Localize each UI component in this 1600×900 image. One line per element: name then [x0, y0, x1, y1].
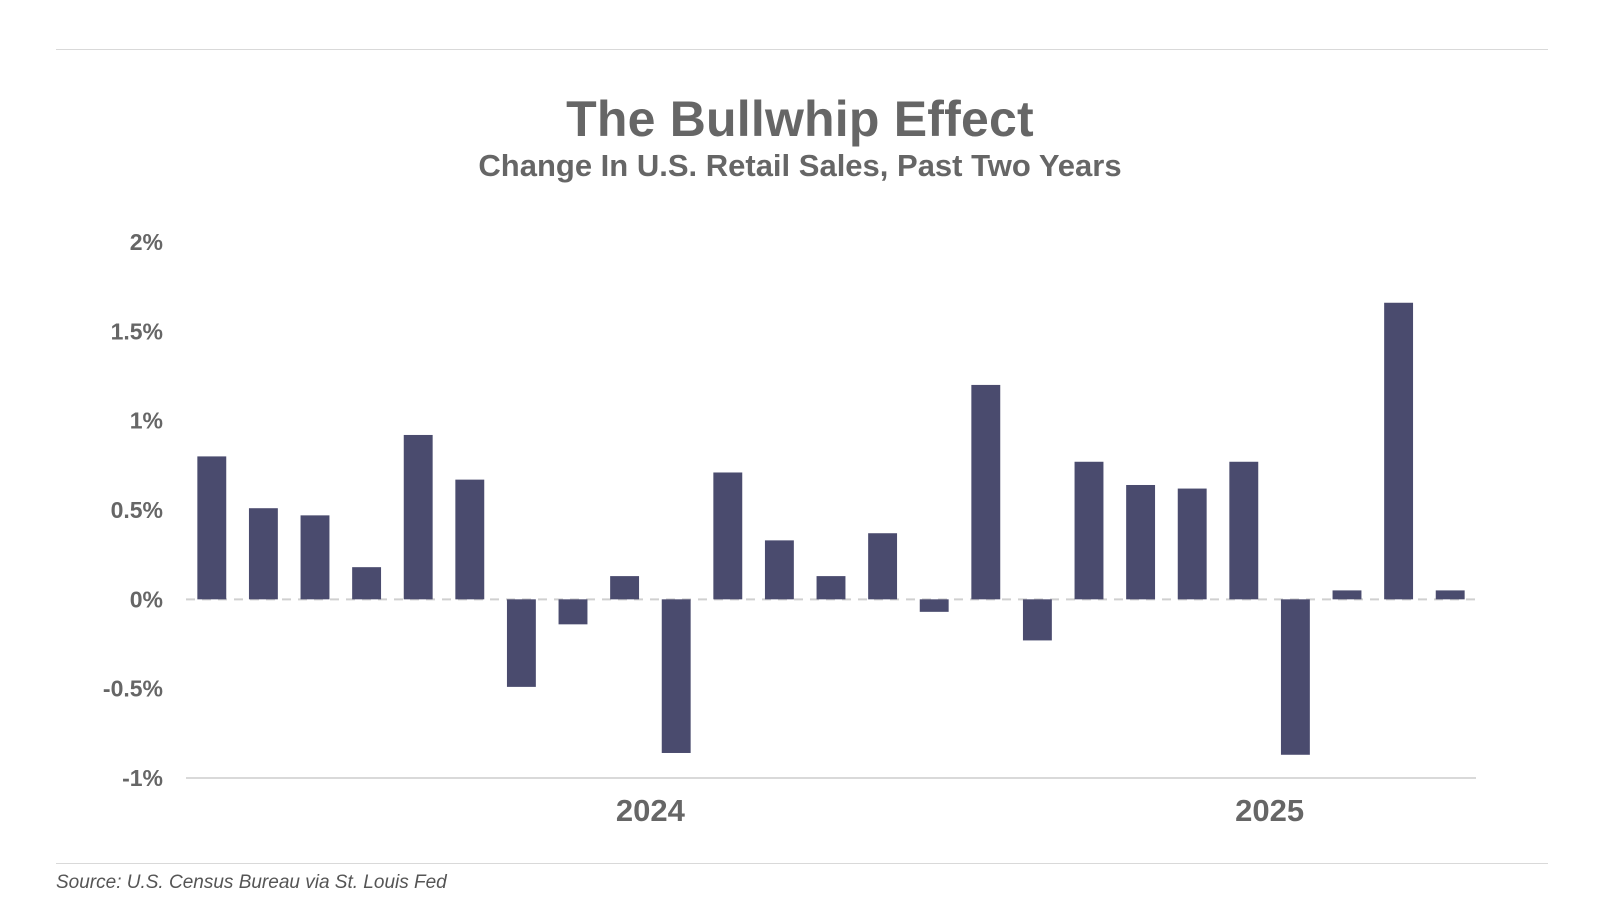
bar — [919, 599, 949, 612]
bar — [1435, 590, 1465, 600]
y-tick-label: -0.5% — [103, 676, 163, 702]
y-tick-label: 0.5% — [111, 497, 163, 523]
bar — [455, 479, 485, 600]
x-axis-labels: 2024 2025 — [616, 793, 1304, 828]
bar — [610, 576, 640, 600]
bar — [558, 599, 588, 625]
bars — [197, 302, 1465, 755]
bar — [816, 576, 846, 600]
bottom-divider — [56, 863, 1548, 864]
y-tick-label: 2% — [130, 229, 163, 255]
bar — [1332, 590, 1362, 600]
bar — [661, 599, 691, 753]
y-tick-label: -1% — [122, 765, 163, 791]
bar — [1074, 461, 1104, 600]
bar — [1126, 484, 1156, 600]
chart-title: The Bullwhip Effect — [566, 91, 1034, 147]
bar — [300, 515, 330, 600]
bar — [1022, 599, 1052, 641]
bar — [1177, 488, 1207, 600]
source-note: Source: U.S. Census Bureau via St. Louis… — [56, 872, 447, 893]
bar — [764, 540, 794, 600]
top-divider — [56, 49, 1548, 50]
bar — [713, 472, 743, 600]
bar — [506, 599, 536, 687]
bar — [352, 567, 382, 600]
y-tick-label: 1.5% — [111, 318, 163, 344]
bar — [971, 384, 1001, 600]
bar — [868, 533, 898, 600]
bar — [403, 434, 433, 600]
bar — [197, 456, 227, 600]
bar — [1280, 599, 1310, 755]
chart-subtitle: Change In U.S. Retail Sales, Past Two Ye… — [478, 148, 1122, 183]
y-axis-labels: 2% 1.5% 1% 0.5% 0% -0.5% -1% — [103, 229, 163, 791]
y-tick-label: 1% — [130, 408, 163, 434]
x-tick-label: 2025 — [1235, 793, 1304, 828]
bar — [1229, 461, 1259, 600]
x-tick-label: 2024 — [616, 793, 686, 828]
y-tick-label: 0% — [130, 586, 163, 612]
bar — [1384, 302, 1414, 600]
bar — [248, 508, 278, 600]
